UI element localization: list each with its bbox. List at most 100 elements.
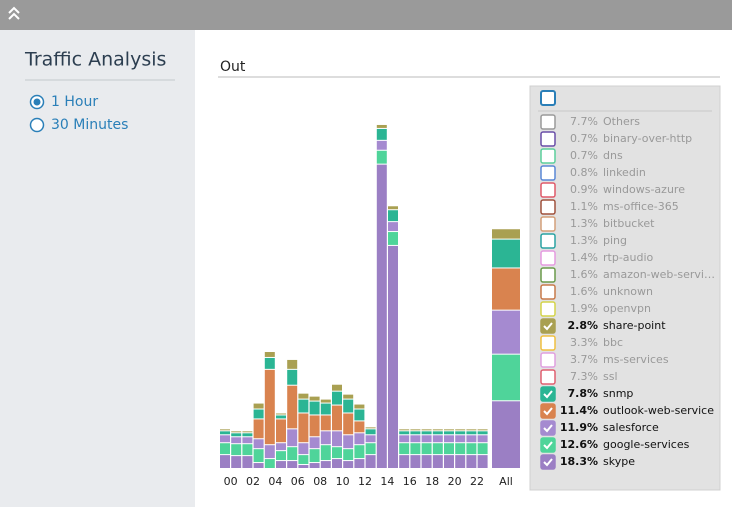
legend-percent: 3.7% — [570, 353, 598, 366]
bar-segment — [399, 429, 409, 430]
x-tick-label: 14 — [380, 475, 394, 488]
radio-label[interactable]: 30 Minutes — [51, 117, 128, 133]
bar-segment — [377, 129, 387, 140]
bar-segment — [354, 445, 364, 458]
legend-checkbox[interactable] — [541, 353, 555, 367]
bar-segment — [478, 455, 488, 468]
bar-segment — [466, 431, 476, 434]
bar-segment — [254, 463, 264, 468]
legend-checkbox[interactable] — [541, 421, 555, 435]
radio-label[interactable]: 1 Hour — [51, 94, 98, 110]
legend-label[interactable]: linkedin — [603, 166, 646, 179]
legend-label[interactable]: outlook-web-service — [603, 404, 714, 417]
bar-segment — [422, 455, 432, 468]
legend-label[interactable]: binary-over-http — [603, 132, 692, 145]
bar-segment — [343, 435, 353, 448]
bar-segment — [265, 445, 275, 458]
total-bar-segment — [492, 355, 520, 401]
legend-checkbox[interactable] — [541, 251, 555, 265]
bar-segment — [410, 443, 420, 454]
legend-checkbox[interactable] — [541, 115, 555, 129]
legend-percent: 1.6% — [570, 285, 598, 298]
legend-checkbox[interactable] — [541, 200, 555, 214]
legend-label[interactable]: bitbucket — [603, 217, 655, 230]
bar-segment — [422, 435, 432, 442]
legend-checkbox[interactable] — [541, 319, 555, 333]
legend-checkbox[interactable] — [541, 183, 555, 197]
legend-percent: 0.7% — [570, 132, 598, 145]
legend-percent: 0.8% — [570, 166, 598, 179]
legend-label[interactable]: snmp — [603, 387, 633, 400]
radio-dot — [34, 99, 41, 106]
legend-percent: 11.4% — [560, 404, 598, 417]
bar-segment — [254, 404, 264, 409]
legend-label[interactable]: ssl — [603, 370, 618, 383]
bar-segment — [410, 429, 420, 430]
bar-segment — [433, 455, 443, 468]
bar-segment — [422, 443, 432, 454]
bar-segment — [366, 429, 376, 434]
legend-label[interactable]: bbc — [603, 336, 623, 349]
bar-segment — [287, 360, 297, 369]
legend-checkbox[interactable] — [541, 438, 555, 452]
bar-segment — [254, 419, 264, 438]
bar-segment — [444, 455, 454, 468]
legend-label[interactable]: ms-office-365 — [603, 200, 679, 213]
legend-label[interactable]: Others — [603, 115, 640, 128]
legend-label[interactable]: google-services — [603, 438, 690, 451]
bar-segment — [343, 449, 353, 460]
legend-checkbox[interactable] — [541, 285, 555, 299]
legend-percent: 1.6% — [570, 268, 598, 281]
bar-segment — [276, 443, 286, 450]
bar-segment — [321, 461, 331, 468]
legend-percent: 7.7% — [570, 115, 598, 128]
bar-segment — [310, 397, 320, 401]
legend-checkbox[interactable] — [541, 404, 555, 418]
legend-checkbox[interactable] — [541, 166, 555, 180]
bar-segment — [466, 435, 476, 442]
legend-label[interactable]: share-point — [603, 319, 666, 332]
legend-label[interactable]: amazon-web-servi… — [603, 268, 715, 281]
legend-label[interactable]: openvpn — [603, 302, 651, 315]
legend-label[interactable]: unknown — [603, 285, 653, 298]
bar-segment — [388, 246, 398, 468]
legend-label[interactable]: windows-azure — [603, 183, 685, 196]
bar-segment — [220, 431, 230, 434]
bar-segment — [433, 435, 443, 442]
legend-label[interactable]: dns — [603, 149, 623, 162]
total-bar-segment — [492, 268, 520, 309]
legend-checkbox[interactable] — [541, 387, 555, 401]
bar-segment — [231, 456, 241, 468]
legend-checkbox[interactable] — [541, 234, 555, 248]
bar-segment — [399, 431, 409, 434]
legend-percent: 1.9% — [570, 302, 598, 315]
bar-segment — [422, 429, 432, 430]
bar-segment — [343, 400, 353, 413]
bar-segment — [410, 455, 420, 468]
legend-label[interactable]: skype — [603, 455, 635, 468]
legend-checkbox[interactable] — [541, 149, 555, 163]
legend-checkbox[interactable] — [541, 455, 555, 469]
legend-label[interactable]: rtp-audio — [603, 251, 654, 264]
legend-label[interactable]: ms-services — [603, 353, 669, 366]
bar-segment — [478, 435, 488, 442]
x-tick-label: 10 — [336, 475, 350, 488]
legend-label[interactable]: ping — [603, 234, 627, 247]
bar-segment — [410, 435, 420, 442]
bar-segment — [433, 429, 443, 430]
legend-label[interactable]: salesforce — [603, 421, 659, 434]
x-tick-label: 04 — [268, 475, 282, 488]
select-all-checkbox[interactable] — [541, 91, 555, 105]
legend-checkbox[interactable] — [541, 268, 555, 282]
bar-segment — [298, 400, 308, 413]
legend-checkbox[interactable] — [541, 132, 555, 146]
legend-checkbox[interactable] — [541, 217, 555, 231]
legend-checkbox[interactable] — [541, 336, 555, 350]
radio-button[interactable] — [31, 119, 44, 132]
x-tick-label: 18 — [425, 475, 439, 488]
legend-checkbox[interactable] — [541, 370, 555, 384]
legend-checkbox[interactable] — [541, 302, 555, 316]
bar-segment — [444, 435, 454, 442]
x-tick-label: 20 — [448, 475, 462, 488]
